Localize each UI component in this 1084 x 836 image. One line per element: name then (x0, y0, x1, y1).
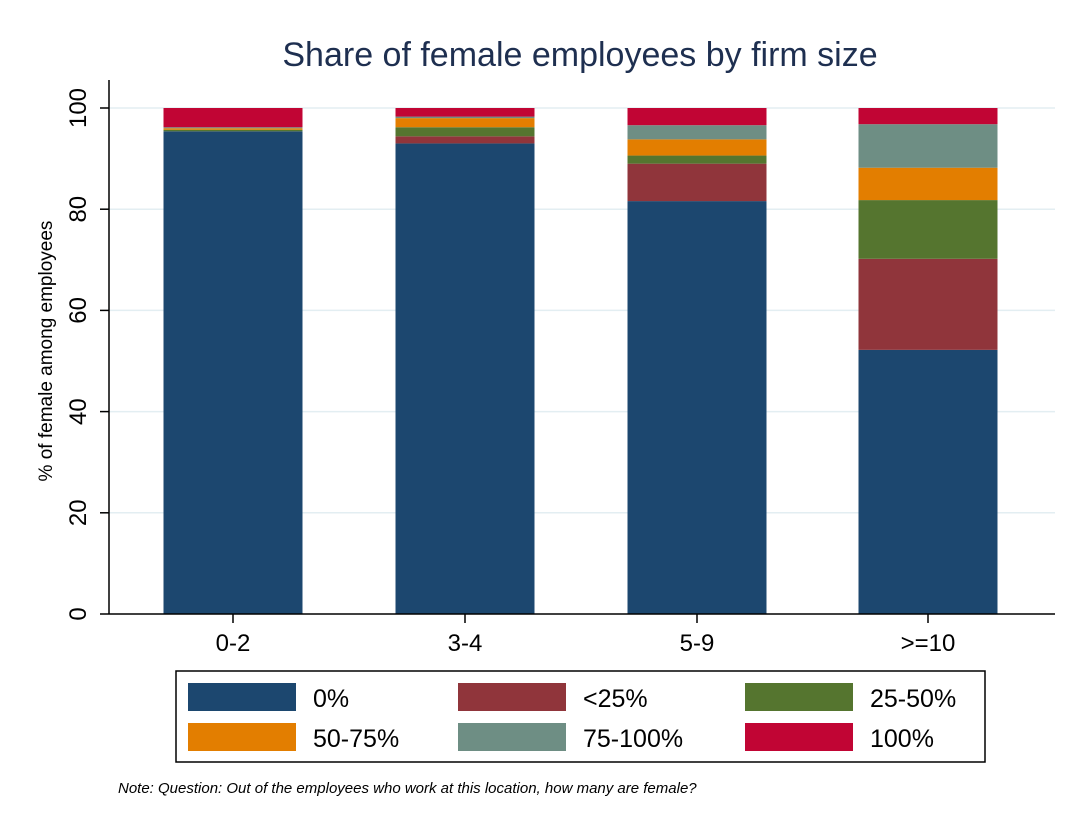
bar-segment (858, 258, 998, 350)
legend-swatch (458, 723, 566, 751)
bar-segment (395, 118, 535, 128)
bar-segment (858, 349, 998, 614)
bar-segment (163, 127, 303, 129)
legend-item: 25-50% (745, 683, 956, 713)
y-tick-label: 80 (65, 196, 92, 223)
bar-segment (627, 155, 767, 164)
bar-segment (627, 201, 767, 614)
legend-box (175, 670, 986, 763)
bar-segment (395, 127, 535, 137)
y-axis-label: % of female among employees (36, 221, 57, 482)
legend: 0% <25% 25-50% 50-75% 75-100% 100% (175, 670, 986, 763)
legend-label: 0% (313, 685, 349, 713)
x-tick-label: 5-9 (680, 630, 715, 657)
legend-swatch (745, 683, 853, 711)
bar-segment (395, 136, 535, 144)
legend-item: <25% (458, 683, 648, 713)
bar-segment (627, 139, 767, 156)
legend-label: 100% (870, 725, 934, 753)
bar-segment (395, 143, 535, 615)
legend-label: <25% (583, 685, 648, 713)
bar-segment (163, 128, 303, 130)
bar-segment (858, 124, 998, 168)
y-tick-label: 40 (65, 398, 92, 425)
legend-swatch (188, 683, 296, 711)
legend-label: 50-75% (313, 725, 399, 753)
legend-item: 75-100% (458, 723, 683, 753)
y-tick-label: 20 (65, 499, 92, 526)
x-tick-label: 0-2 (216, 630, 251, 657)
bar-segment (858, 167, 998, 201)
y-tick-label: 100 (65, 88, 92, 128)
bar-segment (395, 116, 535, 119)
chart-title: Share of female employees by firm size (282, 36, 877, 74)
bar-segment (627, 125, 767, 140)
x-tick-label: 3-4 (448, 630, 483, 657)
legend-swatch (188, 723, 296, 751)
bar-segment (395, 108, 535, 117)
bar-segment (163, 131, 303, 614)
y-tick-label: 60 (65, 297, 92, 324)
bar-segment (627, 163, 767, 202)
legend-swatch (745, 723, 853, 751)
y-tick-label: 0 (65, 607, 92, 620)
bar-segment (163, 129, 303, 132)
bar-segment (858, 108, 998, 125)
legend-item: 100% (745, 723, 934, 753)
legend-item: 0% (188, 683, 349, 713)
legend-item: 50-75% (188, 723, 399, 753)
chart-note: Note: Question: Out of the employees who… (118, 780, 697, 797)
bar-segment (627, 108, 767, 126)
bars (163, 108, 998, 615)
legend-swatch (458, 683, 566, 711)
legend-label: 25-50% (870, 685, 956, 713)
x-tick-label: >=10 (901, 630, 956, 657)
bar-segment (858, 200, 998, 259)
bar-segment (163, 108, 303, 128)
axes: 0 20 40 60 80 100 0-2 3-4 5-9 >=10 (65, 80, 1055, 657)
legend-label: 75-100% (583, 725, 683, 753)
